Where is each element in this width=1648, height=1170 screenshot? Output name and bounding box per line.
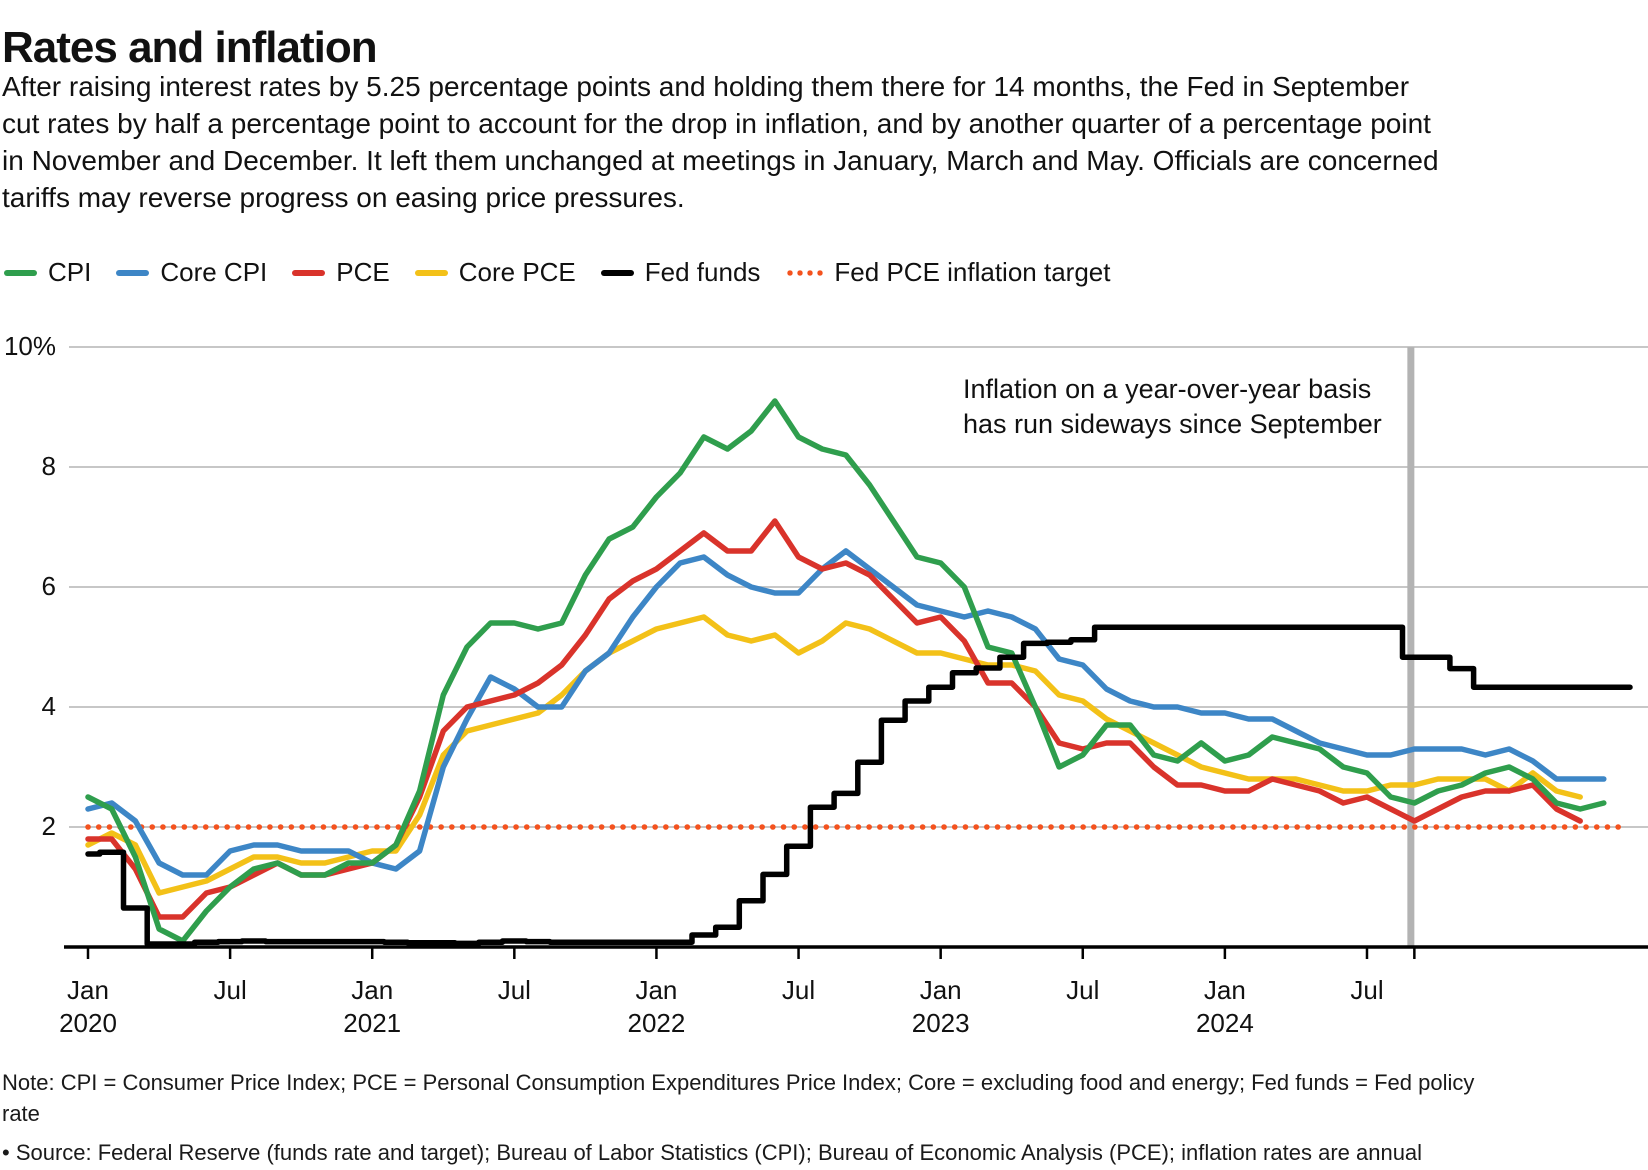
x-axis-month-label: Jan [920,975,962,1005]
y-axis-label: 6 [42,571,56,601]
september-marker-line [1407,347,1415,947]
legend-label: Core CPI [160,257,268,287]
y-axis-label: 10% [4,331,56,361]
chart-source: • Source: Federal Reserve (funds rate an… [2,1140,1423,1165]
x-axis-month-label: Jan [67,975,109,1005]
note-line: rate [2,1101,40,1126]
core-cpi-line-swatch-icon [116,269,150,276]
x-axis-year-label: 2020 [59,1008,117,1038]
y-axis-label: 8 [42,451,56,481]
cpi-line-swatch-icon [4,269,37,276]
legend-label: PCE [336,257,390,287]
note-line: Note: CPI = Consumer Price Index; PCE = … [2,1070,1475,1095]
legend-item-fed-funds: Fed funds [600,257,761,288]
legend-label: CPI [48,257,92,287]
series-line-fed-funds [85,624,1633,947]
fed-funds-line-swatch-icon [600,269,634,276]
legend-label: Core PCE [458,257,576,287]
description-line: in November and December. It left them u… [2,145,1439,176]
chart-annotation: Inflation on a year-over-year basis has … [963,372,1382,442]
legend-item-core-cpi: Core CPI [116,257,267,288]
chart-description: After raising interest rates by 5.25 per… [2,68,1439,216]
chart-note: Note: CPI = Consumer Price Index; PCE = … [2,1067,1474,1129]
description-line: tariffs may reverse progress on easing p… [2,182,685,213]
series-line-cpi [85,398,1607,944]
series-line-pce [85,518,1583,920]
x-axis-year-label: 2024 [1196,1008,1254,1038]
x-axis-year-label: 2021 [343,1008,401,1038]
description-line: After raising interest rates by 5.25 per… [2,71,1410,102]
y-axis-label: 2 [42,811,56,841]
description-line: cut rates by half a percentage point to … [2,108,1431,139]
core-pce-line-swatch-icon [414,269,448,276]
annotation-line: Inflation on a year-over-year basis [963,374,1372,404]
x-axis-year-label: 2023 [912,1008,970,1038]
x-axis-month-label: Jul [1066,975,1099,1005]
legend-item-cpi: CPI [4,257,91,288]
target-dotted-swatch-icon [785,269,824,276]
x-axis-month-label: Jul [782,975,815,1005]
y-axis-label: 4 [42,691,56,721]
legend-item-fed-pce-target: Fed PCE inflation target [785,257,1110,288]
legend-label: Fed funds [644,257,761,287]
chart-legend: CPI Core CPI PCE Core PCE Fed funds Fed … [4,257,1135,288]
x-axis-month-label: Jan [1204,975,1246,1005]
page-title: Rates and inflation [2,23,378,73]
x-axis-year-label: 2022 [628,1008,686,1038]
series-line-core-cpi [85,548,1607,878]
annotation-line: has run sideways since September [963,409,1382,439]
series-line-core-pce [85,614,1583,896]
pce-line-swatch-icon [292,269,326,276]
x-axis-month-label: Jul [1350,975,1383,1005]
legend-label: Fed PCE inflation target [834,257,1111,287]
legend-item-pce: PCE [292,257,390,288]
legend-item-core-pce: Core PCE [414,257,576,288]
x-axis-month-label: Jan [351,975,393,1005]
x-axis-month-label: Jan [635,975,677,1005]
x-axis-month-label: Jul [498,975,531,1005]
x-axis-month-label: Jul [213,975,246,1005]
